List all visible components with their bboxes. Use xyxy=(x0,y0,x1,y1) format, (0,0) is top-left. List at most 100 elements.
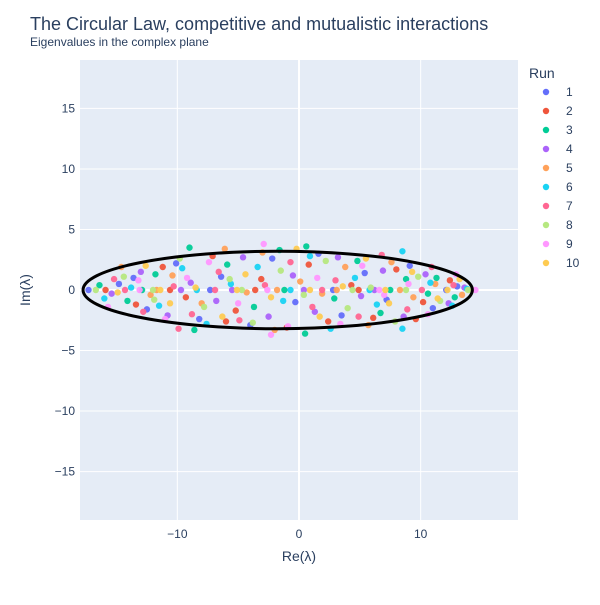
data-point xyxy=(261,281,269,289)
y-tick-label: 15 xyxy=(62,101,76,115)
x-tick-label: 10 xyxy=(414,527,428,541)
data-point xyxy=(135,277,142,284)
data-point xyxy=(140,308,147,315)
legend-label: 3 xyxy=(566,123,573,137)
circular-law-ellipse xyxy=(81,249,474,331)
data-point xyxy=(433,274,440,282)
data-point xyxy=(233,286,241,294)
data-point xyxy=(338,312,345,319)
data-point xyxy=(172,260,180,267)
x-tick-label: −10 xyxy=(167,527,188,541)
y-axis-label: Im(λ) xyxy=(17,274,33,306)
data-point xyxy=(309,303,316,311)
data-point xyxy=(221,245,228,253)
data-point xyxy=(444,286,451,294)
data-point xyxy=(227,280,235,288)
data-point xyxy=(406,262,413,269)
data-point xyxy=(410,294,417,301)
legend-marker xyxy=(542,202,550,210)
data-point xyxy=(206,286,214,294)
data-point xyxy=(179,265,186,272)
data-point xyxy=(211,286,219,294)
data-point xyxy=(115,280,123,288)
data-point xyxy=(359,262,366,269)
chart-subtitle: Eigenvalues in the complex plane xyxy=(30,35,209,49)
data-point xyxy=(222,318,230,325)
data-point xyxy=(232,307,239,314)
data-point xyxy=(96,281,103,289)
data-point xyxy=(175,325,182,332)
legend-label: 10 xyxy=(566,256,580,270)
data-point xyxy=(446,277,454,284)
data-point xyxy=(250,303,258,311)
legend-label: 2 xyxy=(566,104,573,118)
legend-marker xyxy=(542,126,550,134)
data-point xyxy=(354,257,361,265)
data-point xyxy=(121,286,129,294)
data-point xyxy=(382,286,389,294)
data-point xyxy=(152,271,159,278)
series-8 xyxy=(92,255,472,326)
data-point xyxy=(451,294,458,301)
data-point xyxy=(215,268,222,276)
data-point xyxy=(458,291,466,299)
data-point xyxy=(380,291,388,299)
data-point xyxy=(325,318,332,325)
data-point xyxy=(166,300,174,307)
chart-title: The Circular Law, competitive and mutual… xyxy=(30,14,488,34)
data-point xyxy=(376,286,383,294)
data-point xyxy=(316,313,323,320)
legend-marker xyxy=(542,221,550,229)
data-point xyxy=(306,252,314,260)
data-point xyxy=(427,279,434,286)
data-point xyxy=(334,254,342,261)
data-point xyxy=(170,283,177,290)
data-point xyxy=(147,291,154,299)
data-point xyxy=(264,286,271,294)
legend-label: 9 xyxy=(566,237,573,251)
data-point xyxy=(405,280,412,288)
y-tick-label: −15 xyxy=(55,465,76,479)
data-point xyxy=(277,267,284,274)
data-point xyxy=(130,274,137,282)
data-point xyxy=(377,309,384,317)
data-point xyxy=(450,281,457,289)
data-point xyxy=(379,267,387,274)
data-point xyxy=(192,284,199,291)
legend-label: 8 xyxy=(566,218,573,232)
data-point xyxy=(279,297,287,305)
data-point xyxy=(339,283,346,290)
data-point xyxy=(306,286,314,294)
data-point xyxy=(355,313,362,320)
y-tick-label: 0 xyxy=(68,283,75,297)
data-point xyxy=(269,255,276,262)
legend-marker xyxy=(542,240,550,248)
data-point xyxy=(348,281,355,289)
legend-marker xyxy=(542,145,550,153)
legend-label: 6 xyxy=(566,180,573,194)
data-point xyxy=(120,273,128,280)
data-point xyxy=(464,286,472,294)
data-point xyxy=(136,286,143,294)
data-point xyxy=(151,296,158,303)
y-tick-label: −5 xyxy=(61,344,75,358)
data-point xyxy=(370,314,377,322)
data-point xyxy=(399,325,406,332)
data-point xyxy=(355,286,362,294)
data-point xyxy=(418,286,426,294)
data-point xyxy=(333,286,340,294)
data-point xyxy=(183,274,191,282)
series-7 xyxy=(110,251,457,332)
data-point xyxy=(351,274,359,282)
data-point xyxy=(149,286,157,294)
data-point xyxy=(301,330,309,337)
data-point xyxy=(287,286,294,294)
series-3 xyxy=(96,243,458,337)
data-point xyxy=(289,272,297,279)
data-point xyxy=(357,292,365,300)
legend-marker xyxy=(542,107,550,115)
data-point xyxy=(402,275,410,283)
data-point xyxy=(300,291,308,299)
data-point xyxy=(387,286,394,294)
